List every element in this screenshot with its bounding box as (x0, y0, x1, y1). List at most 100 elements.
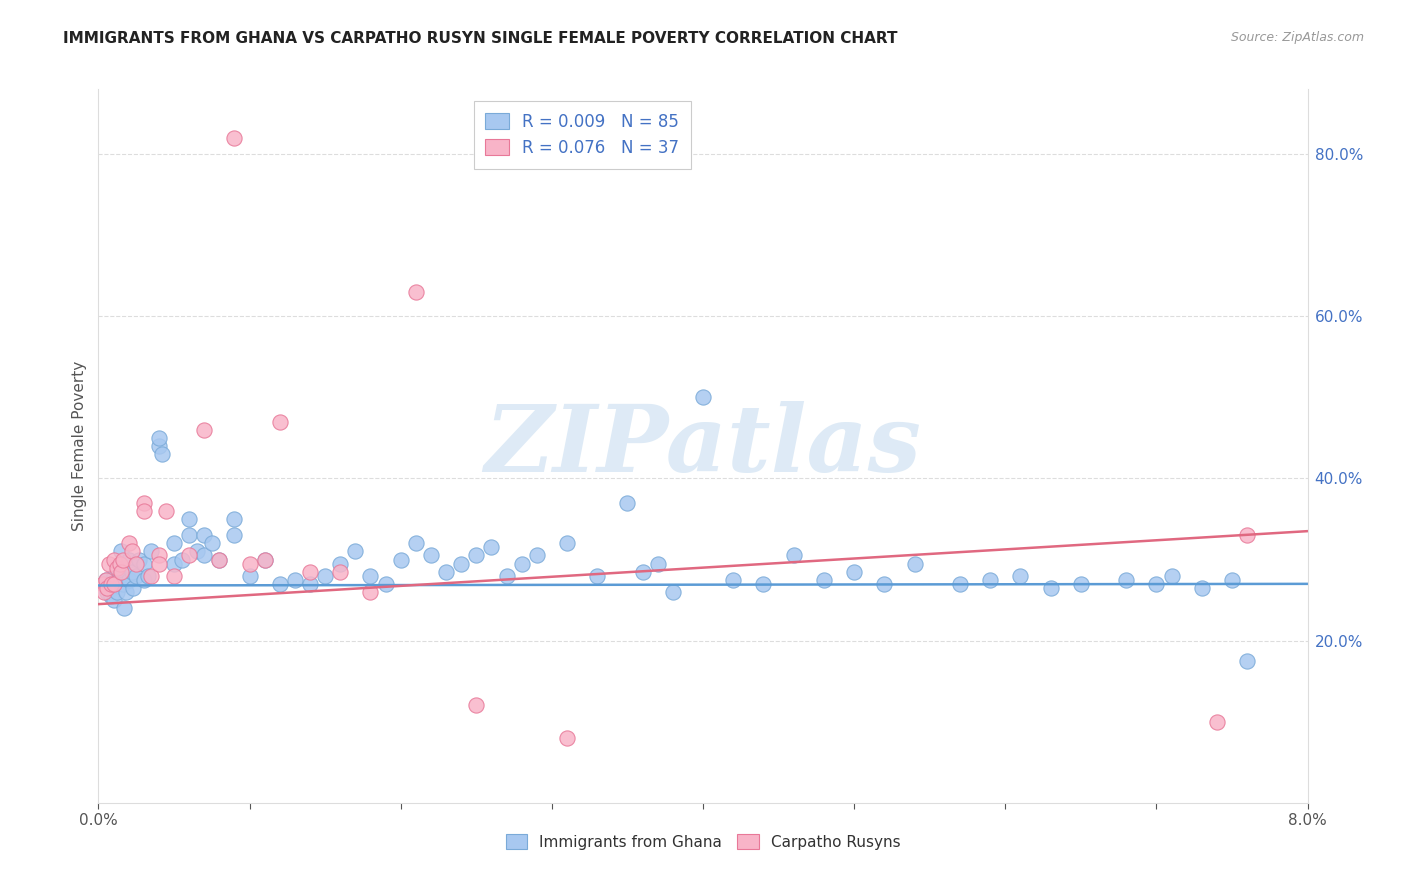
Point (692, 390, 714, 404)
Point (284, 573, 307, 587)
Point (510, 557, 533, 571)
Point (132, 496, 155, 510)
Point (163, 536, 186, 550)
Point (96, 585, 118, 599)
Point (179, 512, 201, 526)
Point (616, 496, 638, 510)
Point (193, 549, 215, 563)
Point (405, 536, 427, 550)
Point (329, 565, 352, 579)
Point (949, 577, 972, 591)
Point (98, 557, 121, 571)
Point (148, 549, 170, 563)
Point (103, 577, 125, 591)
Point (1070, 577, 1092, 591)
Point (121, 544, 143, 558)
Point (118, 536, 141, 550)
Point (631, 565, 654, 579)
Point (201, 536, 224, 550)
Point (132, 557, 155, 571)
Point (299, 565, 322, 579)
Point (329, 557, 352, 571)
Point (148, 439, 170, 453)
Point (148, 431, 170, 445)
Point (253, 552, 276, 566)
Text: Source: ZipAtlas.com: Source: ZipAtlas.com (1230, 31, 1364, 45)
Point (434, 565, 457, 579)
Point (179, 528, 201, 542)
Point (224, 512, 246, 526)
Point (555, 731, 578, 745)
Point (125, 557, 148, 571)
Point (110, 565, 132, 579)
Point (208, 552, 231, 566)
Point (239, 557, 262, 571)
Point (360, 585, 382, 599)
Point (150, 447, 173, 461)
Point (91, 577, 114, 591)
Point (1160, 568, 1182, 582)
Point (141, 568, 163, 582)
Point (111, 577, 134, 591)
Point (100, 577, 122, 591)
Point (1115, 573, 1137, 587)
Point (299, 577, 322, 591)
Point (873, 577, 896, 591)
Point (118, 573, 141, 587)
Point (269, 415, 291, 429)
Point (148, 557, 170, 571)
Text: IMMIGRANTS FROM GHANA VS CARPATHO RUSYN SINGLE FEMALE POVERTY CORRELATION CHART: IMMIGRANTS FROM GHANA VS CARPATHO RUSYN … (63, 31, 898, 46)
Point (107, 560, 129, 574)
Point (224, 528, 246, 542)
Point (193, 528, 215, 542)
Point (1146, 577, 1168, 591)
Point (141, 544, 163, 558)
Point (105, 585, 128, 599)
Point (661, 585, 683, 599)
Point (420, 549, 443, 563)
Point (118, 552, 141, 566)
Point (1191, 581, 1213, 595)
Point (239, 568, 262, 582)
Point (101, 581, 124, 595)
Point (163, 557, 186, 571)
Point (132, 573, 155, 587)
Point (979, 573, 1001, 587)
Point (481, 541, 503, 555)
Point (103, 568, 125, 582)
Point (100, 589, 122, 603)
Point (586, 568, 609, 582)
Point (269, 577, 291, 591)
Point (813, 573, 835, 587)
Text: ZIPatlas: ZIPatlas (485, 401, 921, 491)
Point (179, 549, 201, 563)
Point (1236, 654, 1258, 668)
Point (111, 552, 134, 566)
Point (1039, 581, 1062, 595)
Point (105, 560, 128, 574)
Point (450, 557, 472, 571)
Point (96, 581, 118, 595)
Point (844, 565, 866, 579)
Point (110, 544, 132, 558)
Y-axis label: Single Female Poverty: Single Female Poverty (72, 361, 87, 531)
Point (103, 552, 125, 566)
Point (904, 557, 927, 571)
Point (108, 568, 131, 582)
Point (170, 552, 193, 566)
Point (103, 593, 125, 607)
Point (108, 557, 131, 571)
Point (163, 568, 186, 582)
Point (752, 577, 775, 591)
Point (103, 577, 125, 591)
Point (193, 423, 215, 437)
Point (121, 565, 143, 579)
Point (526, 549, 548, 563)
Point (495, 568, 517, 582)
Point (465, 549, 488, 563)
Point (136, 568, 159, 582)
Point (344, 544, 367, 558)
Point (389, 552, 412, 566)
Point (1220, 573, 1243, 587)
Point (1206, 714, 1229, 729)
